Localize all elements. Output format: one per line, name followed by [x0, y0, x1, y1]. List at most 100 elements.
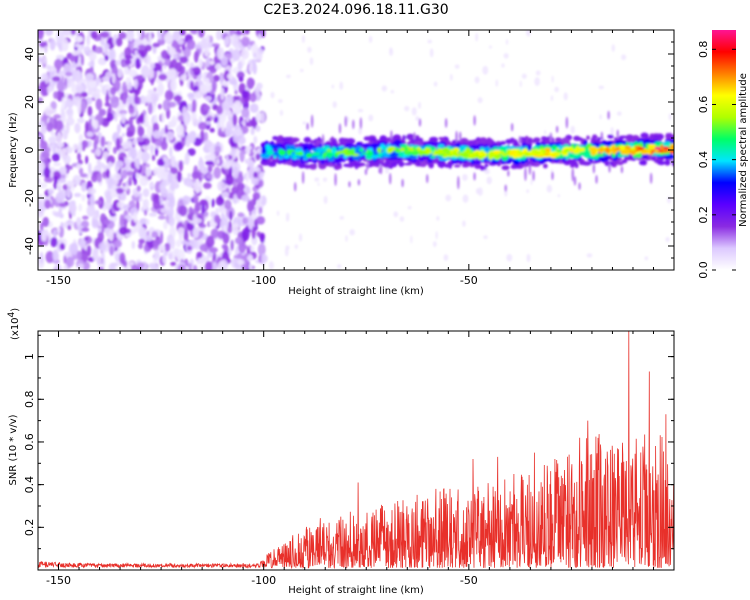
heatmap-cell [199, 84, 208, 94]
heatmap-cell [53, 162, 61, 167]
heatmap-cell [528, 138, 532, 143]
heatmap-cell [81, 194, 86, 202]
heatmap-cell [151, 154, 156, 161]
heatmap-cell [44, 199, 51, 209]
heatmap-cell [214, 145, 222, 153]
heatmap-cell [81, 101, 87, 114]
heatmap-cell [141, 65, 150, 79]
heatmap-cell [579, 147, 585, 152]
heatmap-cell [305, 153, 313, 158]
heatmap-cell [259, 233, 265, 244]
heatmap-cell [221, 231, 227, 240]
heatmap-cell [95, 77, 102, 84]
heatmap-cell [97, 57, 107, 66]
heatmap-cell [462, 194, 469, 203]
heatmap-cell [435, 155, 444, 159]
heatmap-cell [59, 178, 67, 184]
heatmap-cell [307, 46, 312, 53]
heatmap-cell [278, 149, 286, 156]
heatmap-cell [189, 30, 199, 35]
heatmap-cell [173, 247, 180, 257]
heatmap-cell [250, 198, 255, 211]
x-tick-label: -150 [46, 274, 71, 287]
heatmap-cell [650, 140, 655, 144]
heatmap-cell [406, 150, 412, 156]
heatmap-cell [63, 57, 68, 64]
heatmap-cell [139, 175, 149, 187]
heatmap-cell [526, 30, 531, 37]
heatmap-cell [187, 92, 196, 98]
heatmap-cell [363, 136, 372, 141]
heatmap-cell [170, 78, 177, 92]
heatmap-cell [265, 144, 270, 151]
heatmap-cell [253, 135, 258, 144]
heatmap-cell [120, 113, 126, 124]
heatmap-cell [477, 97, 483, 104]
heatmap-cell [401, 178, 404, 188]
heatmap-cell [510, 122, 514, 132]
heatmap-cell [543, 147, 552, 153]
heatmap-cell [256, 199, 262, 207]
heatmap-cell [87, 105, 93, 117]
heatmap-cell [163, 220, 168, 230]
heatmap-cell [508, 139, 518, 142]
heatmap-cell [403, 162, 412, 166]
heatmap-cell [542, 163, 548, 169]
heatmap-cell [47, 143, 56, 148]
heatmap-cell [381, 85, 387, 92]
heatmap-cell [75, 85, 85, 93]
heatmap-cell [504, 184, 507, 192]
heatmap-cell [110, 86, 117, 96]
heatmap-cell [179, 56, 189, 64]
heatmap-cell [186, 180, 195, 188]
heatmap-cell [145, 163, 150, 168]
heatmap-cell [56, 80, 65, 92]
x-tick-label: -50 [460, 274, 478, 287]
heatmap-cell [277, 99, 283, 103]
heatmap-cell [501, 153, 508, 157]
heatmap-cell [89, 195, 95, 205]
heatmap-cell [236, 71, 245, 79]
heatmap-cell [47, 189, 55, 195]
heatmap-cell [479, 137, 488, 143]
heatmap-cell [65, 98, 73, 107]
heatmap-cell [617, 153, 623, 158]
heatmap-cell [210, 228, 219, 239]
heatmap-cell [371, 154, 379, 159]
heatmap-cell [284, 247, 289, 257]
heatmap-cell [586, 135, 590, 140]
heatmap-cell [103, 218, 111, 225]
colorbar-gradient [712, 30, 736, 270]
heatmap-cell [136, 185, 141, 192]
heatmap-cell [38, 230, 42, 242]
heatmap-cell [69, 54, 78, 62]
heatmap-cell [343, 152, 352, 157]
heatmap-cell [137, 114, 144, 123]
heatmap-cell [232, 113, 238, 127]
heatmap-cell [555, 137, 562, 143]
colorbar-tick-label: 0.2 [697, 206, 710, 224]
heatmap-cell [63, 264, 69, 270]
heatmap-cell [198, 30, 205, 38]
heatmap-cell [450, 73, 453, 81]
heatmap-cell [555, 125, 559, 133]
heatmap-cell [186, 39, 196, 50]
heatmap-cell [201, 203, 206, 215]
heatmap-cell [295, 162, 301, 166]
heatmap-cell [366, 160, 369, 171]
heatmap-cell [167, 101, 177, 108]
heatmap-cell [426, 173, 429, 184]
heatmap-cell [286, 74, 291, 79]
heatmap-cell [232, 166, 239, 179]
heatmap-cell [484, 163, 489, 168]
heatmap-cell [534, 77, 540, 86]
heatmap-cell [309, 57, 314, 65]
heatmap-cell [331, 84, 335, 89]
heatmap-cell [206, 56, 211, 68]
heatmap-cell [53, 91, 59, 99]
heatmap-cell [128, 117, 134, 127]
heatmap-cell [96, 172, 103, 183]
heatmap-cell [399, 147, 405, 152]
heatmap-cell [172, 39, 177, 49]
heatmap-cell [616, 161, 624, 166]
